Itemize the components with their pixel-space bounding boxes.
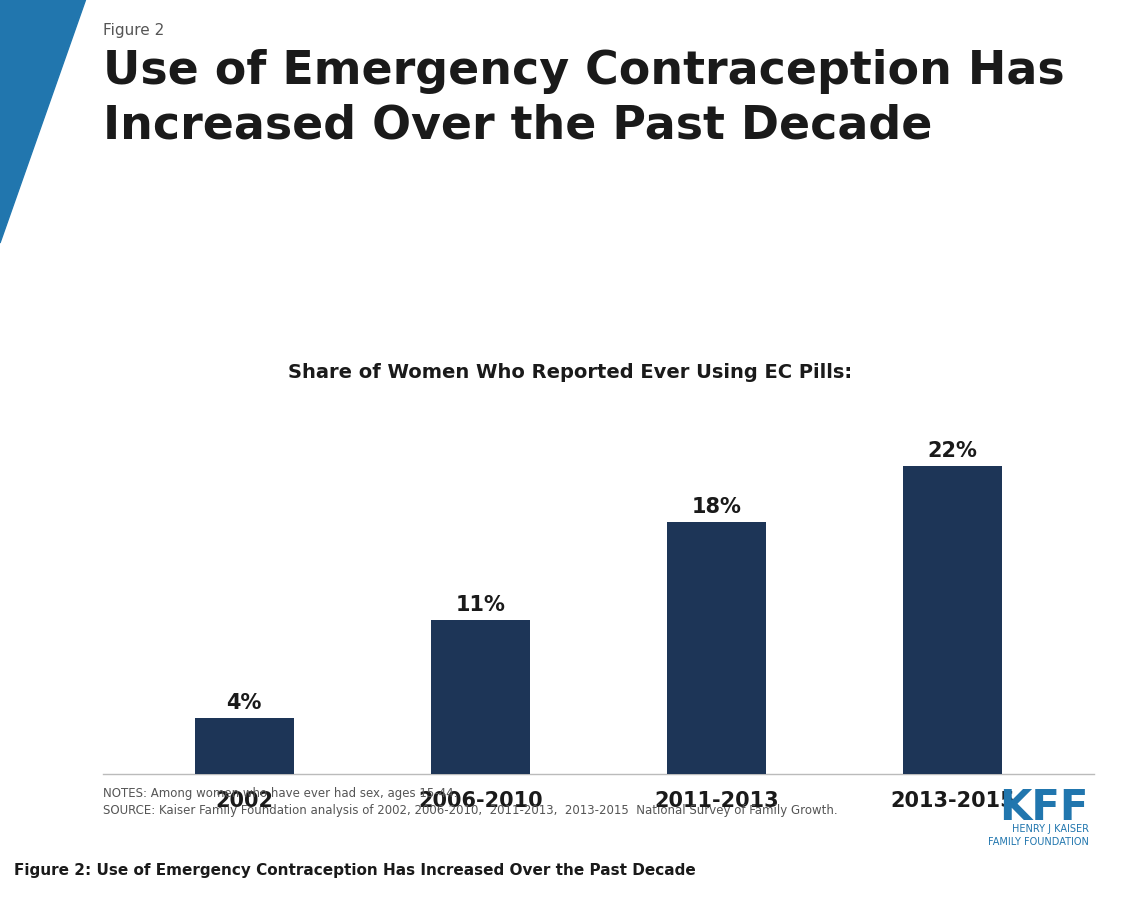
Text: Figure 2: Figure 2	[103, 22, 164, 38]
Text: 4%: 4%	[227, 693, 262, 713]
Bar	[195, 718, 294, 774]
Text: 22%: 22%	[928, 441, 978, 461]
Text: Use of Emergency Contraception Has: Use of Emergency Contraception Has	[103, 50, 1065, 94]
Bar	[431, 620, 530, 774]
Text: Share of Women Who Reported Ever Using EC Pills:: Share of Women Who Reported Ever Using E…	[288, 364, 852, 382]
Text: Increased Over the Past Decade: Increased Over the Past Decade	[103, 104, 933, 148]
Text: NOTES: Among women who have ever had sex, ages 15-44.: NOTES: Among women who have ever had sex…	[103, 788, 457, 800]
Text: Figure 2: Use of Emergency Contraception Has Increased Over the Past Decade: Figure 2: Use of Emergency Contraception…	[14, 863, 695, 878]
Bar	[903, 466, 1002, 774]
Bar	[667, 522, 766, 774]
Text: SOURCE: Kaiser Family Foundation analysis of 2002, 2006-2010,  2011-2013,  2013-: SOURCE: Kaiser Family Foundation analysi…	[103, 804, 837, 816]
Text: HENRY J KAISER
FAMILY FOUNDATION: HENRY J KAISER FAMILY FOUNDATION	[988, 824, 1089, 847]
Text: 18%: 18%	[692, 497, 741, 518]
Text: KFF: KFF	[1000, 788, 1089, 830]
Text: 11%: 11%	[456, 595, 505, 615]
